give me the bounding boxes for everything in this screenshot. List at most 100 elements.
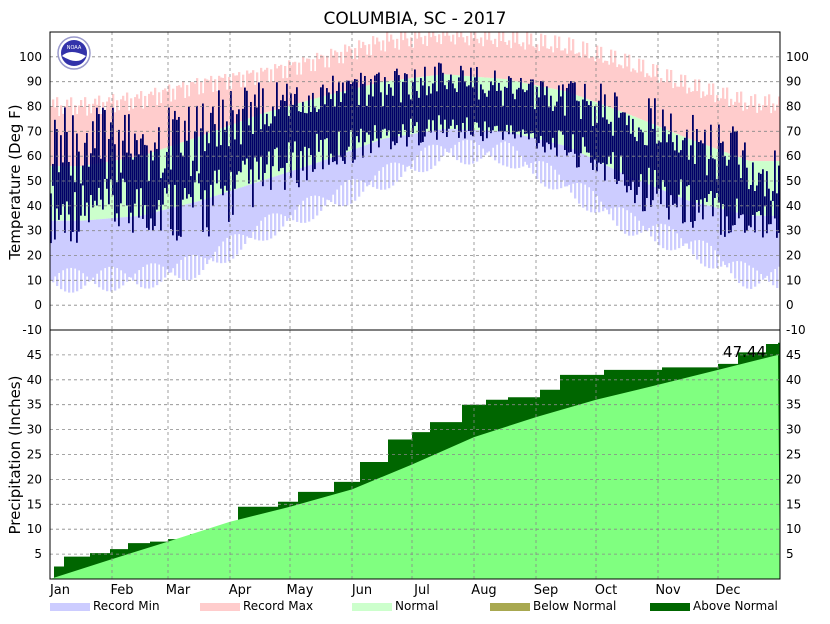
legend-swatch	[50, 603, 90, 611]
daily-temperature-bar	[570, 81, 572, 152]
daily-temperature-bar	[520, 77, 522, 138]
record-min-band	[324, 160, 327, 206]
daily-temperature-bar	[744, 142, 746, 233]
record-max-band	[746, 109, 749, 161]
record-max-band	[538, 50, 541, 86]
daily-temperature-bar	[672, 142, 674, 205]
record-min-band	[762, 215, 765, 280]
record-min-band	[480, 130, 483, 159]
daily-temperature-bar	[286, 83, 288, 163]
record-min-band	[242, 186, 245, 235]
daily-temperature-bar	[448, 80, 450, 129]
record-min-band	[694, 202, 697, 241]
record-min-band	[84, 220, 87, 286]
daily-temperature-bar	[766, 171, 768, 234]
daily-temperature-bar	[762, 169, 764, 238]
record-min-band	[244, 186, 247, 244]
record-max-band	[592, 56, 595, 102]
temperature-tick-label: 80	[27, 100, 42, 114]
daily-temperature-bar	[52, 163, 54, 186]
record-max-band	[564, 48, 567, 92]
record-min-band	[228, 191, 231, 262]
daily-temperature-bar	[302, 101, 304, 171]
record-min-band	[538, 139, 541, 162]
daily-temperature-bar	[760, 173, 762, 216]
record-max-band	[310, 71, 313, 100]
record-min-band	[360, 146, 363, 181]
record-min-band	[708, 205, 711, 269]
daily-temperature-bar	[54, 119, 56, 240]
record-min-band	[412, 133, 415, 161]
daily-temperature-bar	[116, 182, 118, 214]
record-min-band	[86, 220, 89, 277]
record-max-band	[204, 78, 207, 135]
record-max-band	[274, 64, 277, 110]
record-max-band	[536, 44, 539, 86]
precipitation-plot-frame	[49, 329, 781, 580]
daily-temperature-bar	[76, 133, 78, 243]
daily-temperature-bar	[648, 98, 650, 168]
daily-temperature-bar	[90, 153, 92, 196]
record-min-band	[200, 200, 203, 257]
record-min-band	[332, 157, 335, 195]
record-min-band	[438, 129, 441, 162]
record-min-band	[62, 220, 65, 271]
record-max-band	[444, 35, 447, 75]
record-min-band	[414, 133, 417, 171]
daily-temperature-bar	[374, 75, 376, 126]
record-max-band	[314, 71, 317, 99]
record-min-band	[580, 153, 583, 184]
record-max-band	[610, 49, 613, 108]
record-min-band	[636, 179, 639, 235]
record-max-band	[200, 81, 203, 136]
daily-temperature-bar	[260, 129, 262, 158]
daily-temperature-bar	[272, 106, 274, 167]
normal-band	[776, 161, 779, 216]
record-min-band	[74, 220, 77, 269]
daily-temperature-bar	[382, 106, 384, 130]
temperature-tick-label: 30	[786, 224, 801, 238]
daily-temperature-bar	[366, 105, 368, 133]
record-max-band	[224, 73, 227, 128]
record-min-band	[192, 202, 195, 255]
daily-temperature-bar	[414, 69, 416, 127]
daily-temperature-bar	[96, 107, 98, 206]
record-min-band	[592, 158, 595, 192]
daily-temperature-bar	[590, 101, 592, 163]
daily-temperature-bar	[452, 83, 454, 120]
daily-temperature-bar	[336, 90, 338, 165]
daily-temperature-bar	[430, 93, 432, 133]
record-max-band	[726, 87, 729, 153]
daily-temperature-bar	[156, 148, 158, 210]
daily-temperature-bar	[724, 155, 726, 237]
record-max-band	[350, 48, 353, 90]
record-min-band	[452, 129, 455, 157]
temperature-axis-label: Temperature (Deg F)	[6, 104, 24, 260]
record-max-band	[480, 37, 483, 78]
record-min-band	[512, 133, 515, 147]
record-max-band	[210, 75, 213, 133]
record-min-band	[194, 202, 197, 278]
record-min-band	[536, 138, 539, 179]
record-max-band	[84, 97, 87, 166]
record-max-band	[706, 94, 709, 146]
record-max-band	[760, 110, 763, 162]
record-max-band	[70, 97, 73, 167]
daily-temperature-bar	[278, 109, 280, 172]
record-max-band	[216, 91, 219, 131]
daily-temperature-bar	[110, 122, 112, 180]
daily-temperature-bar	[152, 160, 154, 231]
precipitation-tick-label: 40	[27, 373, 42, 387]
month-label: Oct	[595, 583, 617, 598]
daily-temperature-bar	[454, 88, 456, 129]
record-max-band	[600, 46, 603, 105]
record-max-band	[748, 105, 751, 161]
daily-temperature-bar	[240, 144, 242, 173]
month-tick-labels: Jan Feb Mar Apr May Jun Jul Aug Sep Oct Nov Dec	[49, 583, 741, 598]
daily-temperature-bar	[218, 90, 220, 170]
record-min-band	[394, 136, 397, 163]
legend-label: Record Max	[243, 599, 313, 613]
daily-temperature-bar	[60, 135, 62, 215]
record-max-band	[368, 44, 371, 86]
record-min-band	[426, 131, 429, 172]
